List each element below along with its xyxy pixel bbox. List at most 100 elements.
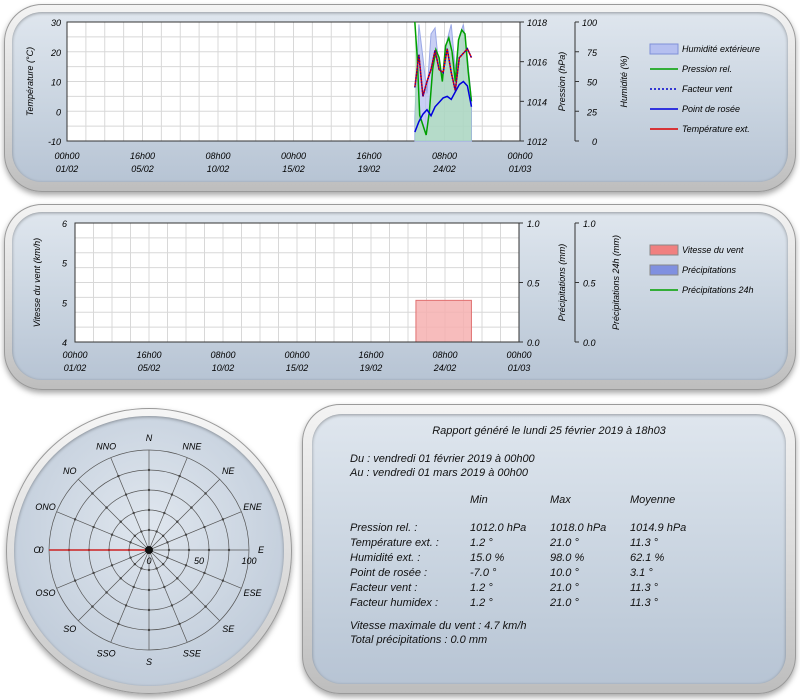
rose-tick-dot: [147, 588, 151, 592]
series-pression-rel: [414, 21, 473, 136]
rose-tick-dot: [133, 534, 137, 538]
bar-vitesse-du-vent: [415, 299, 472, 343]
rose-tick-dot: [207, 548, 211, 552]
rose-tick-dot: [132, 511, 135, 515]
report-row-min: 1012.0 hPa: [470, 522, 527, 534]
series-facteur-vent: [414, 47, 473, 97]
rose-tick-dot: [203, 525, 206, 529]
rose-tick-dot: [91, 492, 94, 495]
x-tick-date: 05/02: [131, 164, 154, 174]
rose-tick-dot: [176, 520, 179, 523]
report-row-min: 15.0 %: [470, 552, 505, 564]
y-label-precip24: Précipitations 24h (mm): [611, 235, 621, 330]
rose-tick-dot: [147, 528, 151, 532]
report-row-label: Facteur vent :: [350, 582, 418, 594]
rose-tick-dot: [147, 488, 151, 492]
report-header-avg: Moyenne: [630, 494, 676, 506]
rose-direction-label: ESE: [243, 588, 262, 598]
y-tick-humidite: 25: [586, 107, 598, 117]
report-from: Du : vendredi 01 février 2019 à 00h00: [350, 453, 535, 465]
y-tick-precip24: 1.0: [583, 219, 596, 229]
x-tick-time: 08h00: [432, 350, 457, 360]
x-tick-time: 16h00: [358, 350, 383, 360]
rose-tick-dot: [163, 585, 166, 589]
rose-tick-dot: [117, 622, 120, 626]
x-tick-time: 16h00: [130, 151, 155, 161]
y-tick-temperature: -10: [48, 137, 61, 147]
rose-tick-dot: [203, 571, 206, 575]
x-tick-date: 01/02: [64, 363, 87, 373]
y-label-humidite: Humidité (%): [619, 55, 629, 107]
legend-label: Point de rosée: [682, 104, 740, 114]
y-tick-humidite: 100: [582, 18, 597, 28]
x-tick-time: 00h00: [54, 151, 79, 161]
report-row-min: -7.0 °: [470, 567, 497, 579]
rose-tick-dot: [204, 605, 207, 608]
rose-spoke: [148, 549, 242, 589]
rose-tick-dot: [129, 541, 132, 544]
rose-tick-dot: [92, 571, 95, 575]
y-tick-vent: 6: [62, 219, 67, 229]
report-row-label: Température ext. :: [350, 537, 439, 549]
x-tick-time: 00h00: [284, 350, 309, 360]
rose-spoke: [78, 479, 150, 551]
rose-tick-dot: [140, 567, 143, 570]
rose-tick-dot: [178, 474, 181, 478]
rose-spoke: [148, 549, 188, 643]
rose-tick-dot: [227, 548, 231, 552]
rose-spoke: [148, 549, 220, 621]
report-row-min: 1.2 °: [470, 537, 493, 549]
rose-direction-label: NE: [222, 466, 235, 476]
rose-tick-dot: [140, 530, 143, 533]
rose-spoke: [56, 549, 150, 589]
report-row-avg: 1014.9 hPa: [630, 522, 687, 534]
y-label-vent: Vitesse du vent (km/h): [32, 238, 42, 327]
rose-tick-dot: [221, 579, 225, 582]
rose-tick-dot: [119, 577, 122, 580]
report-row-avg: 11.3 °: [630, 597, 659, 609]
rose-tick-dot: [91, 605, 94, 608]
legend-swatch: [649, 43, 679, 55]
y-tick-humidite: 75: [587, 48, 598, 58]
rose-spoke: [148, 479, 220, 551]
legend-label: Précipitations 24h: [682, 285, 754, 295]
rose-tick-dot: [133, 562, 137, 566]
rose-tick-dot: [155, 530, 158, 533]
report-row-label: Humidité ext. :: [350, 552, 421, 564]
rose-tick-dot: [167, 548, 171, 552]
report-row-min: 1.2 °: [470, 597, 493, 609]
y-label-temperature: Température (°C): [25, 47, 35, 116]
rose-tick-dot: [117, 474, 120, 478]
report-row-avg: 62.1 %: [630, 552, 665, 564]
report: Rapport généré le lundi 25 février 2019 …: [302, 404, 796, 694]
x-tick-time: 08h00: [205, 151, 230, 161]
x-tick-time: 16h00: [136, 350, 161, 360]
rose-spoke: [78, 549, 150, 621]
x-tick-date: 01/03: [509, 164, 532, 174]
x-tick-date: 05/02: [138, 363, 161, 373]
rose-direction-label: E: [258, 545, 265, 555]
rose-tick-dot: [132, 585, 135, 589]
x-tick-date: 19/02: [358, 164, 381, 174]
rose-direction-label: ENE: [243, 502, 263, 512]
x-tick-time: 00h00: [281, 151, 306, 161]
y-tick-precip24: 0.0: [583, 338, 596, 348]
x-tick-time: 08h00: [432, 151, 457, 161]
y-tick-temperature: 20: [50, 48, 61, 58]
y-label-precip: Précipitations (mm): [557, 244, 567, 322]
rose-tick-dot: [105, 591, 108, 594]
x-tick-date: 10/02: [212, 363, 235, 373]
y-tick-pression: 1018: [527, 18, 547, 28]
y-tick-temperature: 30: [51, 18, 61, 28]
rose-tick-dot: [184, 564, 188, 567]
rose-direction-label: OSO: [36, 588, 56, 598]
rose-radial-tick: 0: [146, 556, 151, 566]
y-tick-precip: 1.0: [527, 219, 540, 229]
legend-swatch: [649, 264, 679, 276]
rose-tick-dot: [204, 492, 207, 495]
rose-tick-dot: [163, 511, 166, 515]
rose-spoke: [148, 457, 188, 551]
y-tick-vent: 4: [62, 338, 67, 348]
rose-tick-dot: [178, 622, 181, 626]
x-tick-time: 00h00: [507, 151, 532, 161]
